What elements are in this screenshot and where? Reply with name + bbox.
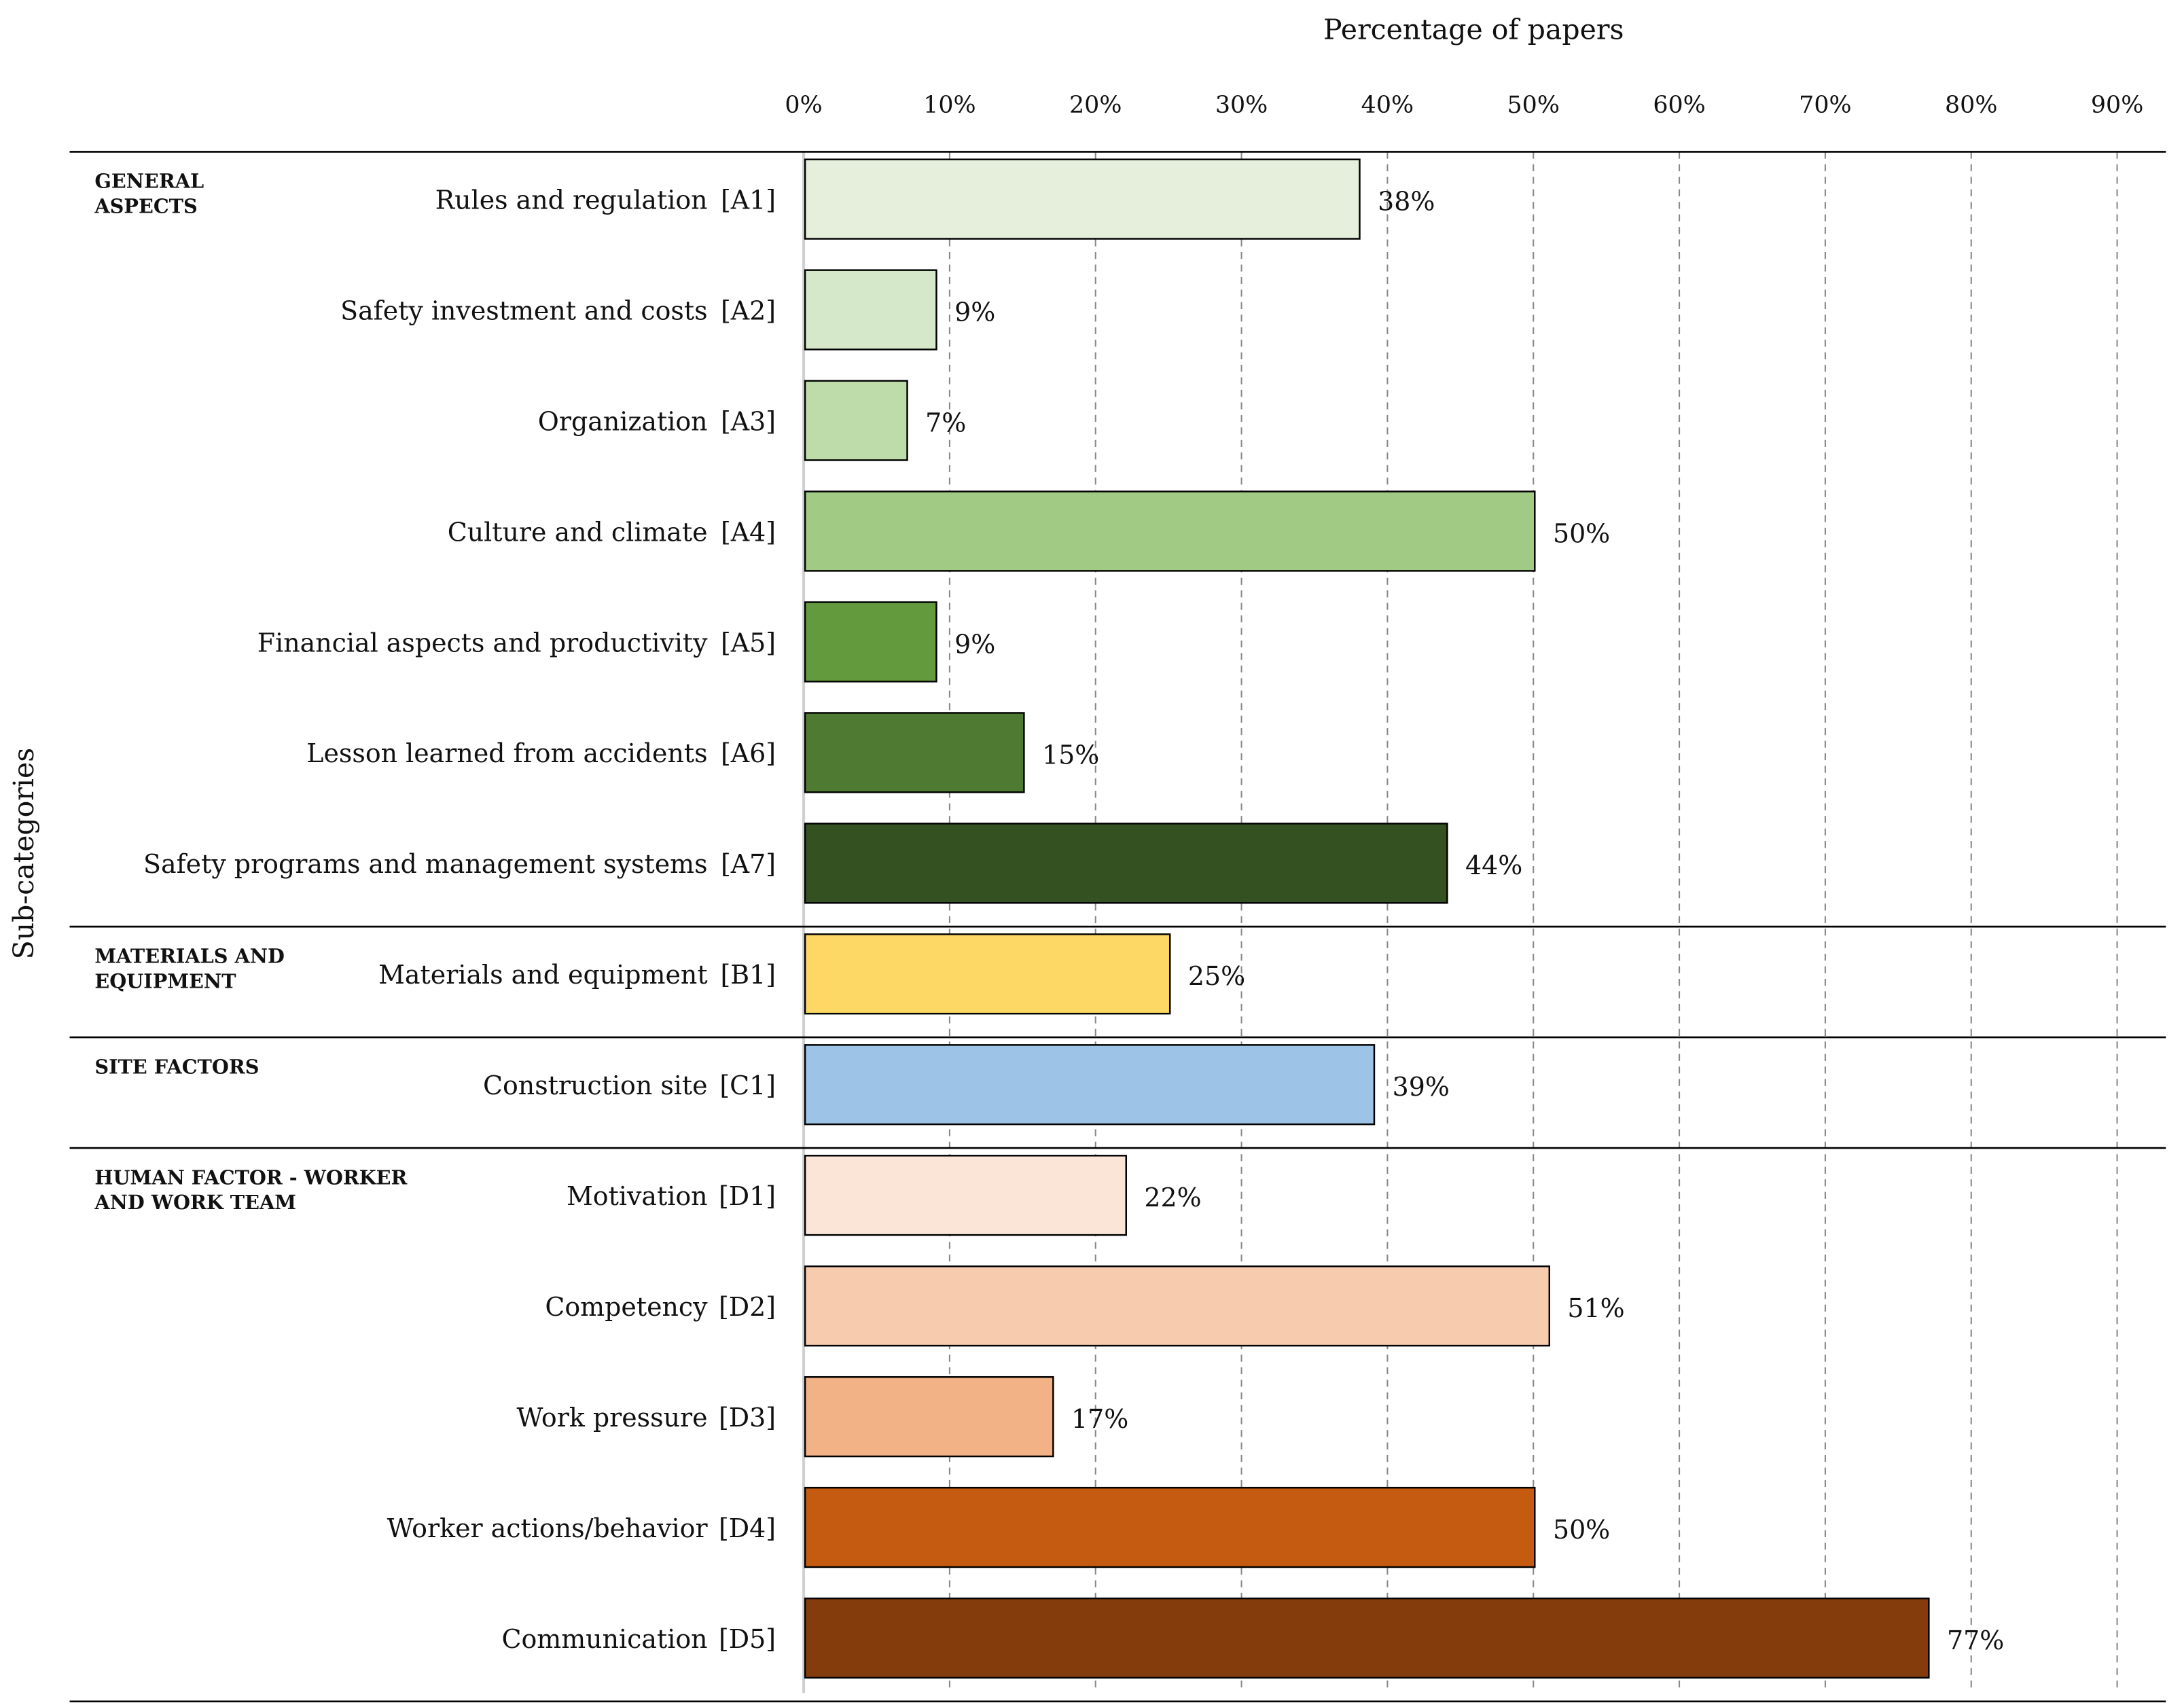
category-code: [A6] bbox=[721, 738, 776, 768]
data-label: 7% bbox=[925, 408, 966, 437]
bar-d5 bbox=[804, 1597, 1930, 1679]
category-code: [A1] bbox=[721, 185, 776, 215]
x-tick-label: 40% bbox=[1361, 92, 1414, 119]
data-label: 15% bbox=[1042, 740, 1099, 770]
x-tick-label: 70% bbox=[1799, 92, 1851, 119]
data-label: 22% bbox=[1144, 1183, 1201, 1212]
category-code: [A7] bbox=[721, 849, 776, 879]
bar-c1 bbox=[804, 1044, 1376, 1126]
group-label: HUMAN FACTOR - WORKER bbox=[94, 1166, 408, 1189]
category-code: [A3] bbox=[721, 406, 776, 436]
bar-d4 bbox=[804, 1486, 1536, 1568]
category-code: [A2] bbox=[721, 295, 776, 325]
data-label: 77% bbox=[1947, 1625, 2004, 1655]
x-tick-label: 10% bbox=[923, 92, 975, 119]
x-tick-label: 50% bbox=[1507, 92, 1560, 119]
category-label: Culture and climate bbox=[448, 517, 708, 547]
category-code: [D2] bbox=[719, 1292, 776, 1322]
category-label: Rules and regulation bbox=[435, 185, 708, 215]
data-label: 25% bbox=[1188, 961, 1245, 991]
group-label: MATERIALS AND bbox=[94, 944, 284, 967]
category-label: Worker actions/behavior bbox=[387, 1513, 709, 1543]
bar-a3 bbox=[804, 380, 908, 461]
x-tick-label: 80% bbox=[1945, 92, 1997, 119]
bar-b1 bbox=[804, 933, 1171, 1015]
data-label: 39% bbox=[1393, 1072, 1450, 1102]
category-label: Communication bbox=[501, 1624, 707, 1654]
category-code: [D1] bbox=[719, 1181, 776, 1211]
category-code: [D3] bbox=[719, 1403, 776, 1433]
category-label: Lesson learned from accidents bbox=[306, 738, 707, 768]
bar-a2 bbox=[804, 269, 937, 351]
category-label: Organization bbox=[538, 406, 708, 436]
category-label: Competency bbox=[545, 1292, 708, 1322]
data-label: 9% bbox=[954, 629, 995, 659]
bar-d3 bbox=[804, 1376, 1054, 1458]
category-label: Motivation bbox=[567, 1181, 708, 1211]
group-label: EQUIPMENT bbox=[94, 969, 236, 992]
bar-a4 bbox=[804, 490, 1536, 572]
bar-d1 bbox=[804, 1155, 1127, 1236]
group-label: AND WORK TEAM bbox=[94, 1191, 296, 1214]
group-label: GENERAL bbox=[94, 170, 204, 193]
category-label: Construction site bbox=[483, 1071, 708, 1100]
group-label: SITE FACTORS bbox=[94, 1055, 259, 1078]
data-label: 50% bbox=[1553, 518, 1610, 548]
x-tick-label: 30% bbox=[1215, 92, 1268, 119]
y-axis-title: Sub-categories bbox=[7, 748, 40, 960]
category-code: [C1] bbox=[719, 1071, 776, 1100]
bar-a1 bbox=[804, 158, 1361, 240]
category-label: Work pressure bbox=[517, 1403, 708, 1433]
category-code: [B1] bbox=[720, 960, 776, 990]
category-code: [D5] bbox=[719, 1624, 776, 1654]
bar-a7 bbox=[804, 823, 1448, 904]
data-label: 51% bbox=[1567, 1293, 1624, 1323]
category-label: Materials and equipment bbox=[378, 960, 707, 990]
x-tick-label: 20% bbox=[1069, 92, 1122, 119]
x-tick-label: 60% bbox=[1653, 92, 1705, 119]
data-label: 38% bbox=[1378, 187, 1435, 217]
group-label: ASPECTS bbox=[94, 195, 197, 218]
data-label: 44% bbox=[1465, 850, 1522, 880]
data-label: 50% bbox=[1553, 1515, 1610, 1545]
x-tick-label: 0% bbox=[785, 92, 822, 119]
category-label: Safety investment and costs bbox=[340, 295, 707, 325]
category-code: [A4] bbox=[721, 517, 776, 547]
x-tick-label: 90% bbox=[2091, 92, 2143, 119]
category-code: [A5] bbox=[721, 628, 776, 658]
bar-d2 bbox=[804, 1265, 1551, 1347]
data-label: 9% bbox=[954, 297, 995, 327]
bar-a6 bbox=[804, 712, 1025, 793]
x-axis-title: Percentage of papers bbox=[1323, 13, 1624, 46]
category-code: [D4] bbox=[719, 1513, 776, 1543]
category-label: Financial aspects and productivity bbox=[257, 628, 708, 658]
data-label: 17% bbox=[1071, 1404, 1128, 1434]
bar-a5 bbox=[804, 601, 937, 683]
category-label: Safety programs and management systems bbox=[143, 849, 708, 879]
